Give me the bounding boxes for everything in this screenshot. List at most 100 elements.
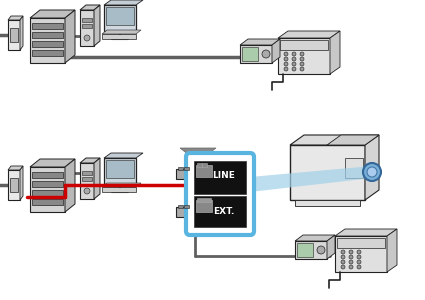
Bar: [106, 7, 134, 25]
Bar: [242, 47, 258, 61]
Polygon shape: [8, 166, 23, 170]
Bar: [178, 167, 183, 170]
Bar: [82, 18, 92, 22]
Bar: [82, 177, 92, 181]
Polygon shape: [104, 153, 143, 158]
Bar: [295, 200, 360, 206]
Text: LINE: LINE: [212, 170, 235, 179]
Bar: [337, 238, 385, 248]
Bar: [184, 205, 189, 208]
Bar: [32, 41, 63, 47]
Bar: [10, 28, 18, 42]
Polygon shape: [102, 30, 141, 34]
Polygon shape: [80, 158, 100, 163]
Circle shape: [341, 250, 345, 254]
Polygon shape: [278, 31, 340, 38]
Circle shape: [300, 57, 304, 61]
Polygon shape: [330, 31, 340, 74]
Circle shape: [284, 57, 288, 61]
Bar: [104, 158, 136, 184]
Circle shape: [363, 163, 381, 181]
Circle shape: [341, 255, 345, 259]
Circle shape: [341, 260, 345, 264]
Circle shape: [357, 255, 361, 259]
Circle shape: [284, 62, 288, 66]
Polygon shape: [8, 16, 23, 20]
Bar: [10, 178, 18, 192]
Polygon shape: [327, 135, 379, 145]
Polygon shape: [30, 10, 75, 18]
Polygon shape: [240, 39, 280, 45]
Circle shape: [349, 265, 353, 269]
Polygon shape: [80, 5, 100, 10]
Bar: [32, 181, 63, 187]
Circle shape: [292, 62, 296, 66]
Polygon shape: [20, 16, 23, 50]
Circle shape: [292, 67, 296, 71]
Bar: [82, 171, 92, 175]
Bar: [290, 145, 365, 200]
Polygon shape: [365, 135, 379, 200]
Bar: [335, 236, 387, 272]
Polygon shape: [295, 235, 335, 241]
Text: EXT.: EXT.: [213, 208, 235, 217]
Polygon shape: [104, 0, 143, 5]
Bar: [102, 187, 136, 192]
Polygon shape: [94, 5, 100, 46]
Circle shape: [292, 57, 296, 61]
Bar: [30, 18, 65, 63]
Bar: [178, 205, 183, 208]
Polygon shape: [290, 135, 379, 145]
Polygon shape: [180, 148, 216, 162]
Circle shape: [357, 260, 361, 264]
Bar: [196, 165, 212, 177]
Bar: [280, 40, 328, 50]
Bar: [80, 10, 94, 46]
Bar: [194, 161, 246, 194]
Circle shape: [357, 265, 361, 269]
Bar: [197, 198, 211, 202]
Bar: [8, 170, 20, 200]
Bar: [32, 172, 63, 178]
Polygon shape: [102, 183, 141, 187]
Bar: [80, 163, 94, 199]
Polygon shape: [20, 166, 23, 200]
Bar: [106, 160, 134, 178]
Bar: [184, 167, 189, 170]
Bar: [240, 45, 272, 63]
Circle shape: [367, 167, 377, 177]
Bar: [30, 167, 65, 212]
Bar: [176, 207, 192, 217]
Circle shape: [357, 250, 361, 254]
Bar: [278, 38, 330, 74]
Bar: [345, 158, 363, 178]
Circle shape: [349, 260, 353, 264]
Polygon shape: [65, 159, 75, 212]
Bar: [295, 241, 327, 259]
Bar: [102, 34, 136, 39]
Circle shape: [284, 52, 288, 56]
Bar: [194, 196, 246, 227]
Polygon shape: [30, 159, 75, 167]
Polygon shape: [272, 39, 280, 63]
Circle shape: [317, 246, 325, 254]
Bar: [32, 199, 63, 205]
Circle shape: [300, 67, 304, 71]
Polygon shape: [327, 235, 335, 259]
Polygon shape: [94, 158, 100, 199]
Circle shape: [84, 35, 90, 41]
Polygon shape: [65, 10, 75, 63]
Circle shape: [84, 188, 90, 194]
Bar: [197, 163, 202, 167]
FancyBboxPatch shape: [186, 153, 254, 235]
Circle shape: [349, 255, 353, 259]
Circle shape: [300, 62, 304, 66]
Circle shape: [349, 250, 353, 254]
Bar: [8, 20, 20, 50]
Bar: [202, 163, 207, 167]
Polygon shape: [250, 166, 372, 192]
Bar: [32, 50, 63, 56]
Polygon shape: [335, 229, 397, 236]
Bar: [176, 169, 192, 179]
Bar: [32, 32, 63, 38]
